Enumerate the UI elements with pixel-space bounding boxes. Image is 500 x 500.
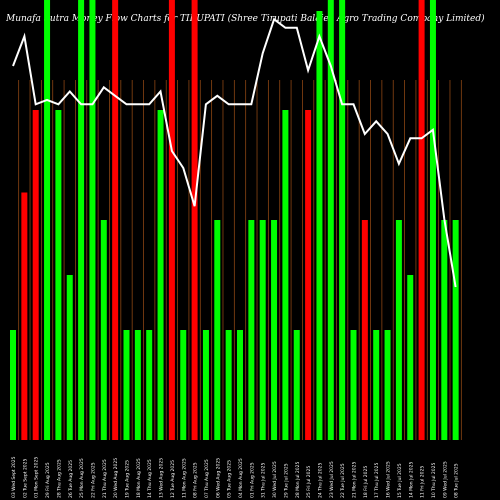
bar [429, 0, 436, 440]
x-tick-label: 09 Wed Jul 2025 [442, 461, 448, 498]
x-tick-label: 14 Thu Aug 2025 [147, 459, 153, 498]
bar [180, 330, 187, 440]
bar [248, 220, 255, 440]
x-tick-label: 30 Wed Jul 2025 [272, 461, 278, 498]
bar [339, 0, 346, 440]
bar [361, 220, 368, 440]
x-tick-label: 08 Tue Jul 2025 [454, 463, 460, 498]
bar [32, 110, 39, 440]
bar [55, 110, 62, 440]
x-tick-label: 21 Mon Jul 2025 [352, 461, 358, 498]
bar [146, 330, 153, 440]
x-tick-label: 05 Tue Aug 2025 [227, 460, 233, 498]
bar [395, 220, 402, 440]
bar [259, 220, 266, 440]
bar [191, 0, 198, 440]
bar [10, 330, 16, 440]
bar [373, 330, 380, 440]
bar [157, 110, 164, 440]
x-tick-label: 02 Tue Sept 2025 [22, 458, 28, 498]
x-tick-label: 01 Fri Aug 2025 [249, 462, 255, 498]
money-flow-line [12, 17, 457, 288]
x-tick-label: 22 Fri Aug 2025 [90, 462, 96, 498]
bar [66, 275, 73, 440]
bar [202, 330, 209, 440]
bar [134, 330, 141, 440]
bar [123, 330, 130, 440]
x-tick-label: 20 Wed Aug 2025 [113, 458, 119, 498]
x-tick-label: 25 Fri Jul 2025 [306, 466, 312, 498]
chart-title: Munafa Sutra Money Flow Charts for TIRUP… [6, 14, 485, 24]
x-tick-label: 17 Thu Jul 2025 [374, 463, 380, 498]
x-tick-label: 28 Thu Aug 2025 [56, 459, 62, 498]
bar [282, 110, 289, 440]
x-tick-label: 01 Mon Sept 2025 [34, 457, 40, 498]
bar [271, 220, 278, 440]
x-tick-label: 29 Fri Aug 2025 [45, 462, 51, 498]
x-tick-label: 16 Wed Jul 2025 [386, 461, 392, 498]
bar [78, 0, 85, 440]
x-tick-label: 18 Fri Jul 2025 [363, 466, 369, 498]
x-tick-label: 11 Fri Jul 2025 [420, 466, 426, 498]
x-tick-label: 31 Thu Jul 2025 [261, 463, 267, 498]
grid-lines [18, 80, 462, 440]
bar [89, 0, 96, 440]
bar [316, 11, 323, 440]
bar [112, 0, 119, 440]
money-flow-line-layer [12, 17, 457, 288]
x-tick-label: 18 Mon Aug 2025 [136, 458, 142, 498]
x-tick-label: 15 Tue Jul 2025 [397, 463, 403, 498]
x-tick-label: 08 Fri Aug 2025 [193, 462, 199, 498]
bar [100, 220, 107, 440]
bar [452, 220, 459, 440]
x-tick-label: 12 Tue Aug 2025 [170, 460, 176, 498]
x-tick-label: 04 Mon Aug 2025 [238, 458, 244, 498]
bar [44, 0, 51, 440]
bar [418, 0, 425, 440]
x-tick-label: 11 Mon Aug 2025 [181, 458, 187, 498]
x-tick-label: 06 Wed Aug 2025 [215, 458, 221, 498]
bar [305, 110, 312, 440]
x-tick-label: 23 Wed Jul 2025 [329, 461, 335, 498]
bar [214, 220, 221, 440]
bar [441, 220, 448, 440]
bar [293, 330, 300, 440]
x-tick-label: 07 Thu Aug 2025 [204, 459, 210, 498]
bar [407, 275, 414, 440]
x-tick-label: 19 Tue Aug 2025 [125, 460, 131, 498]
x-axis-labels: 03 Wed Sept 2025 02 Tue Sept 2025 01 Mon S… [11, 456, 460, 498]
x-tick-label: 21 Thu Aug 2025 [102, 459, 108, 498]
bar [237, 330, 243, 440]
x-tick-label: 25 Mon Aug 2025 [79, 458, 85, 498]
bars [10, 0, 459, 440]
bar [384, 330, 391, 440]
bar [327, 0, 334, 440]
bar [225, 330, 232, 440]
x-tick-label: 29 Tue Jul 2025 [283, 463, 289, 498]
bar [350, 330, 357, 440]
x-tick-label: 13 Wed Aug 2025 [159, 458, 165, 498]
x-tick-label: 28 Mon Jul 2025 [295, 461, 301, 498]
bar [21, 192, 28, 440]
x-tick-label: 10 Thu Jul 2025 [431, 463, 437, 498]
x-tick-label: 22 Tue Jul 2025 [340, 463, 346, 498]
x-tick-label: 14 Mon Jul 2025 [408, 461, 414, 498]
x-tick-label: 03 Wed Sept 2025 [11, 456, 17, 498]
bar [168, 0, 175, 440]
x-tick-label: 26 Tue Aug 2025 [68, 460, 74, 498]
x-tick-label: 24 Thu Jul 2025 [317, 463, 323, 498]
